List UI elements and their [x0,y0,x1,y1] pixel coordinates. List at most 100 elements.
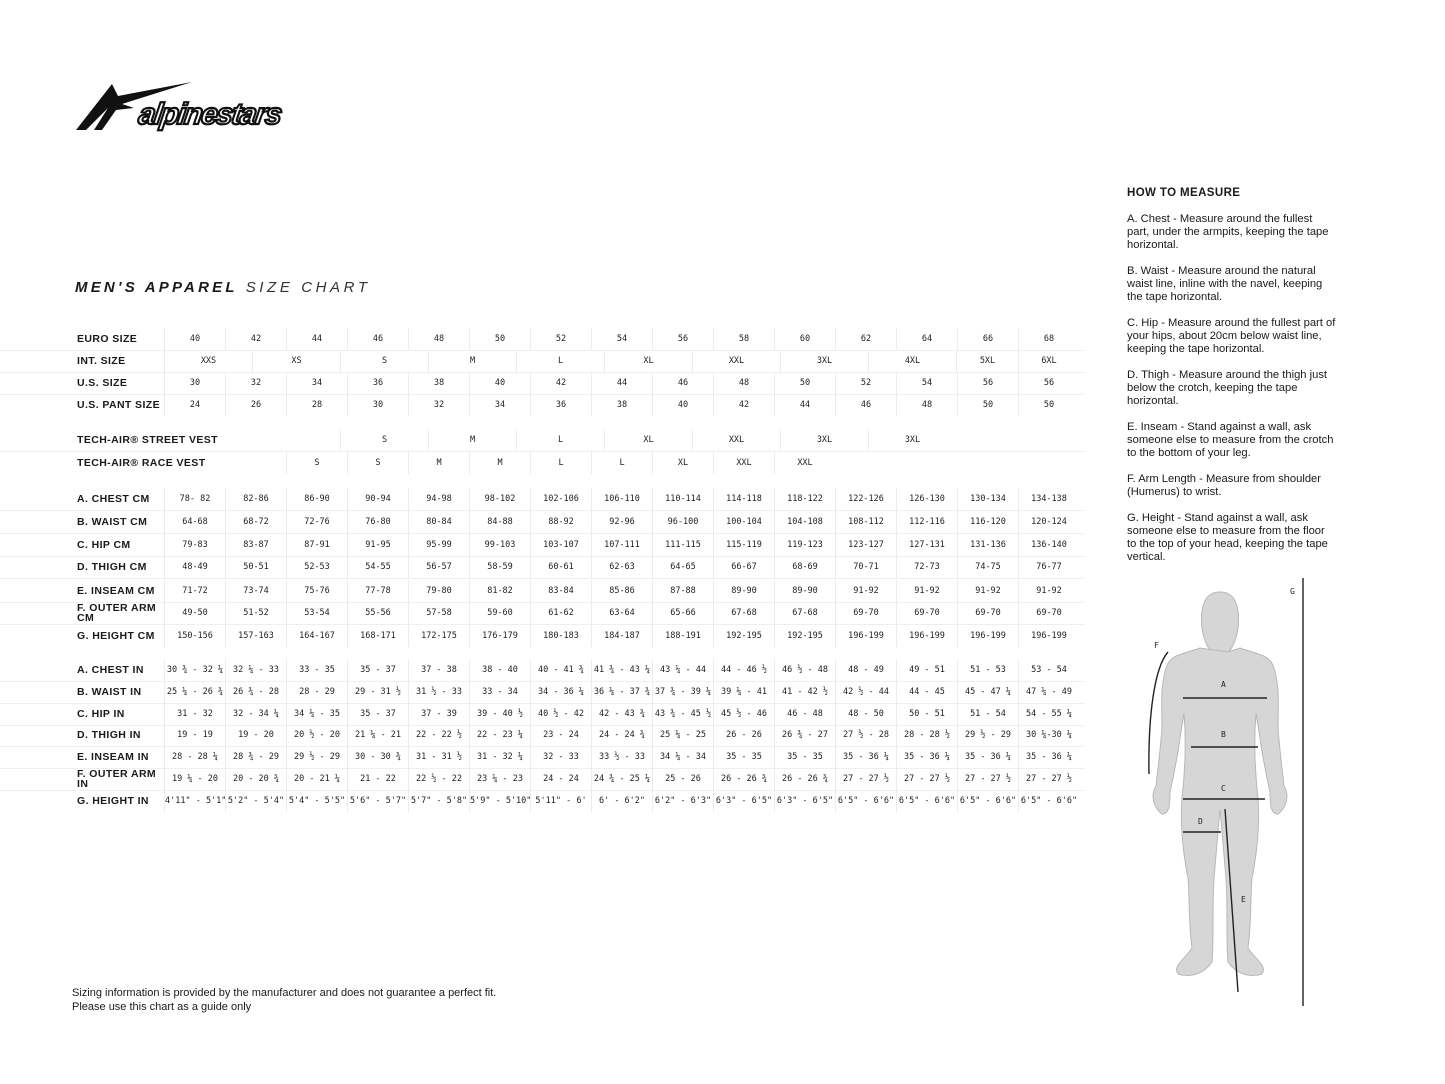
table-cell: 31 ½ - 33 [408,681,469,703]
table-cell: 89-90 [713,580,774,602]
table-cell: 72-76 [286,511,347,533]
table-cell: 26 - 26 [713,724,774,746]
svg-text:alpinestars: alpinestars [137,98,284,131]
row-label: F. OUTER ARM CM [77,602,157,624]
table-cell [1018,452,1079,474]
table-cell: 38 [591,394,652,416]
how-to-measure-heading: HOW TO MEASURE [1127,187,1241,199]
table-cell: 47 ¼ - 49 [1018,681,1079,703]
table-cell: 83-87 [225,534,286,556]
table-cell: 79-80 [408,580,469,602]
table-cell: 34 ¼ - 35 [286,703,347,725]
table-cell: 86-90 [286,488,347,510]
table-cell: 25 ¼ - 25 [652,724,713,746]
table-cell: 6'5" - 6'6" [957,790,1018,812]
table-cell: 44 - 46 ½ [713,659,774,681]
table-cell: 19 - 19 [164,724,225,746]
table-cell: 180-183 [530,625,591,647]
row-label: E. INSEAM IN [77,751,149,763]
table-cell [956,429,1018,451]
table-cell: 52-53 [286,556,347,578]
table-cell: 100-104 [713,511,774,533]
table-cell: 99-103 [469,534,530,556]
table-cell: XXL [774,452,835,474]
table-cell: 58-59 [469,556,530,578]
table-cell: 68-69 [774,556,835,578]
arm-line [1148,651,1169,775]
table-cell: 25 ¼ - 26 ¾ [164,681,225,703]
table-cell: 196-199 [957,625,1018,647]
table-cell: 5'2" - 5'4" [225,790,286,812]
table-cell: 20 ½ - 20 [286,724,347,746]
table-cell: M [428,350,516,372]
table-cell: 32 [225,372,286,394]
table-cell: 38 - 40 [469,659,530,681]
table-cell: 27 ½ - 28 [835,724,896,746]
row-label: D. THIGH CM [77,561,147,573]
table-cell: 22 - 23 ¼ [469,724,530,746]
table-cell: 84-88 [469,511,530,533]
label-e: E [1241,895,1246,904]
table-cell: 22 ½ - 22 [408,768,469,790]
table-cell: 59-60 [469,602,530,624]
table-cell: 26 [225,394,286,416]
table-cell: 118-122 [774,488,835,510]
table-cell: 46 ½ - 48 [774,659,835,681]
table-cell: 92-96 [591,511,652,533]
table-cell: 64 [896,328,957,350]
table-cell: 196-199 [1018,625,1079,647]
table-cell: XL [652,452,713,474]
table-cell: 6'5" - 6'6" [896,790,957,812]
table-cell: 52 [835,372,896,394]
table-cell: 23 - 24 [530,724,591,746]
table-cell: 76-80 [347,511,408,533]
table-row: A. CHEST CM 78- 82 82-86 86-90 90-94 94-98 98-… [0,488,1085,511]
table-cell: 30 ¾ - 32 ¼ [164,659,225,681]
table-row: B. WAIST CM 64-68 68-72 72-76 76-80 80-84 84-8… [0,511,1085,534]
table-cell: 45 ½ - 46 [713,703,774,725]
table-cell: 66-67 [713,556,774,578]
table-cell: 188-191 [652,625,713,647]
table-cell [164,429,252,451]
table-cell: 76-77 [1018,556,1079,578]
table-cell: 56 [1018,372,1079,394]
table-cell: 77-78 [347,580,408,602]
table-cell: 48 [896,394,957,416]
table-cell: 164-167 [286,625,347,647]
table-cell: 53 - 54 [1018,659,1079,681]
table-cell: 19 - 20 [225,724,286,746]
table-cell: 32 - 34 ¼ [225,703,286,725]
table-cell: 51-52 [225,602,286,624]
table-cell [957,452,1018,474]
table-cell: 29 ½ - 29 [957,724,1018,746]
table-cell: 68-72 [225,511,286,533]
table-cell: 34 - 36 ¼ [530,681,591,703]
table-cell: 30 ¼-30 ¼ [1018,724,1079,746]
table-cell: XL [604,350,692,372]
table-cell: 6'3" - 6'5" [774,790,835,812]
row-label: INT. SIZE [77,355,126,367]
table-cell: 27 - 27 ½ [835,768,896,790]
table-cell: 20 - 21 ¼ [286,768,347,790]
table-cell: 30 - 30 ¾ [347,746,408,768]
table-cell: 37 - 38 [408,659,469,681]
table-row: D. THIGH IN 19 - 19 19 - 20 20 ½ - 20 21 ¼ -… [0,724,1085,747]
table-cell: 34 ¼ - 34 [652,746,713,768]
table-cell: 120-124 [1018,511,1079,533]
label-a: A [1221,680,1226,689]
table-cell: 35 - 37 [347,659,408,681]
table-cell: 36 [347,372,408,394]
table-cell: 63-64 [591,602,652,624]
table-cell: 42 [713,394,774,416]
table-cell: 20 - 20 ¾ [225,768,286,790]
table-cell: 192-195 [774,625,835,647]
table-row: TECH-AIR® STREET VEST S M L XL XXL 3XL 3XL [0,429,1085,452]
table-cell: 45 - 47 ¼ [957,681,1018,703]
row-label: B. WAIST CM [77,516,148,528]
table-cell: 91-92 [957,580,1018,602]
table-cell: 19 ¼ - 20 [164,768,225,790]
table-cell: 21 ¼ - 21 [347,724,408,746]
table-cell: 35 - 35 [713,746,774,768]
table-cell: 67-68 [713,602,774,624]
table-cell: 62-63 [591,556,652,578]
